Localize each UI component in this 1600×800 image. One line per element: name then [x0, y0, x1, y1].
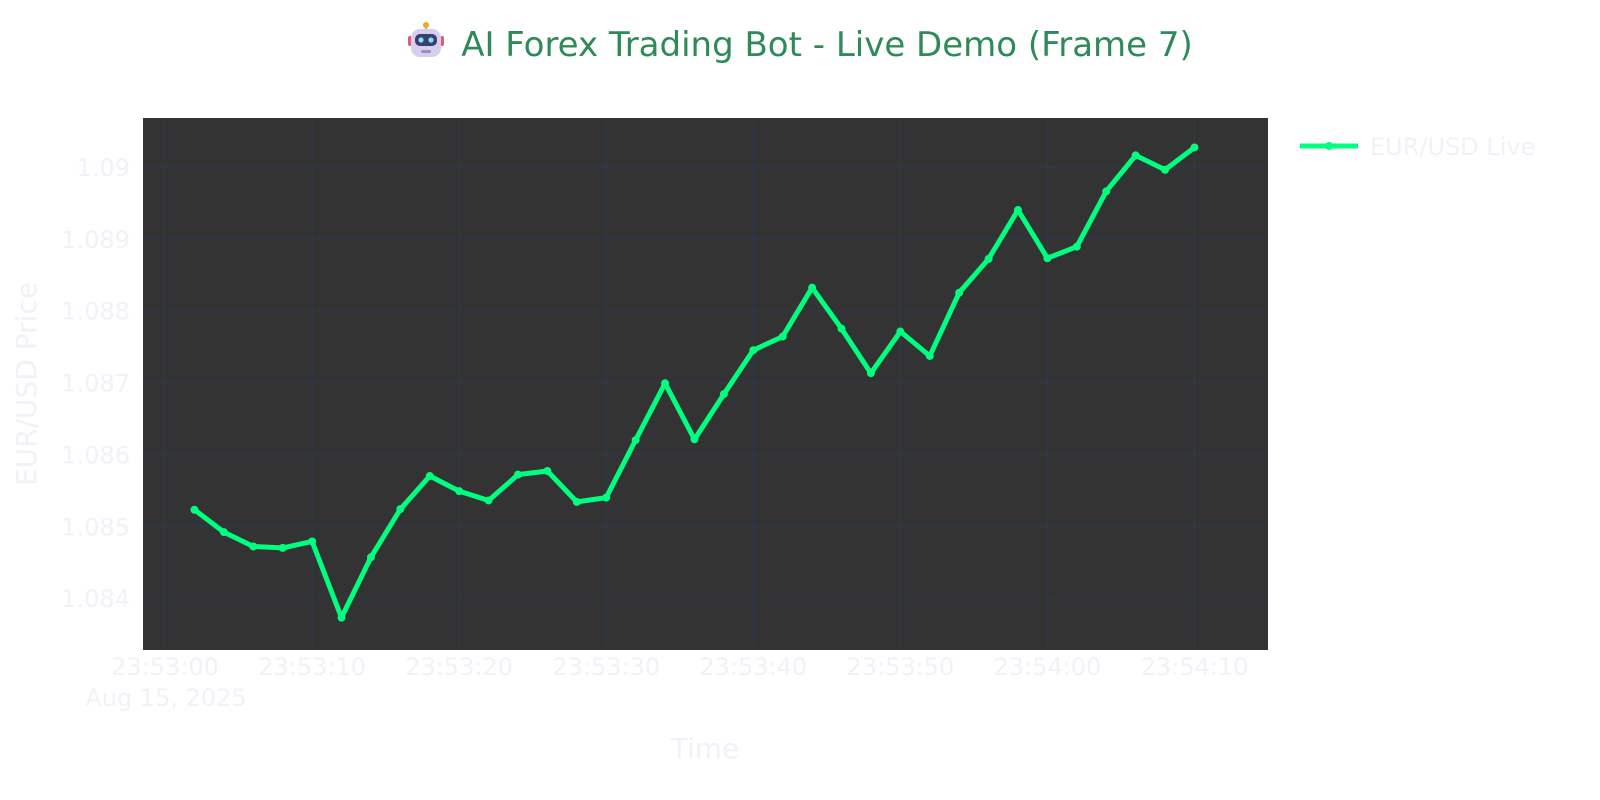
data-point[interactable] — [661, 379, 670, 388]
y-tick-label: 1.09 — [77, 154, 130, 182]
x-axis-date-label: Aug 15, 2025 — [85, 684, 246, 712]
data-point[interactable] — [249, 542, 258, 551]
data-point[interactable] — [366, 553, 375, 562]
data-point[interactable] — [1072, 242, 1081, 251]
y-tick-label: 1.086 — [61, 441, 130, 469]
x-axis-ticks: 23:53:00 23:53:10 23:53:20 23:53:30 23:53:40… — [111, 653, 1248, 681]
data-point[interactable] — [337, 613, 346, 622]
data-point[interactable] — [719, 390, 728, 399]
data-point[interactable] — [808, 283, 817, 292]
data-point[interactable] — [631, 436, 640, 445]
data-point[interactable] — [543, 466, 552, 475]
data-point[interactable] — [278, 543, 287, 552]
y-axis-title: EUR/USD Price — [10, 282, 43, 486]
data-point[interactable] — [866, 369, 875, 378]
legend-marker — [1325, 142, 1333, 150]
data-point[interactable] — [1102, 187, 1111, 196]
data-point[interactable] — [219, 528, 228, 537]
x-tick-label: 23:54:10 — [1141, 653, 1249, 681]
x-tick-label: 23:53:30 — [552, 653, 660, 681]
y-tick-label: 1.088 — [61, 298, 130, 326]
y-tick-label: 1.084 — [61, 585, 130, 613]
data-point[interactable] — [455, 487, 464, 496]
data-point[interactable] — [955, 288, 964, 297]
x-axis-title: Time — [670, 732, 740, 765]
data-point[interactable] — [925, 351, 934, 360]
y-tick-label: 1.089 — [61, 226, 130, 254]
series-eur-usd-live — [190, 143, 1199, 622]
data-point[interactable] — [1043, 254, 1052, 263]
data-point[interactable] — [514, 470, 522, 479]
legend[interactable]: EUR/USD Live — [1300, 133, 1535, 161]
chart-title-text: AI Forex Trading Bot - Live Demo (Frame … — [461, 25, 1193, 65]
x-tick-label: 23:53:00 — [111, 653, 219, 681]
x-tick-label: 23:53:20 — [405, 653, 513, 681]
data-point[interactable] — [425, 472, 434, 481]
x-tick-label: 23:54:00 — [994, 653, 1102, 681]
y-tick-label: 1.087 — [61, 370, 130, 398]
data-point[interactable] — [837, 324, 846, 333]
x-tick-label: 23:53:40 — [699, 653, 807, 681]
y-axis-ticks: 1.084 1.085 1.086 1.087 1.088 1.089 1.09 — [61, 154, 130, 613]
data-point[interactable] — [1190, 143, 1199, 152]
plot-area — [143, 118, 1268, 650]
chart-title: AI Forex Trading Bot - Live Demo (Frame … — [0, 22, 1600, 69]
y-tick-label: 1.085 — [61, 513, 130, 541]
data-point[interactable] — [190, 505, 199, 514]
data-point[interactable] — [1161, 165, 1170, 174]
robot-icon — [407, 22, 445, 69]
data-point[interactable] — [1131, 151, 1140, 160]
x-tick-label: 23:53:10 — [258, 653, 366, 681]
data-point[interactable] — [602, 493, 611, 502]
data-point[interactable] — [396, 505, 405, 514]
data-point[interactable] — [484, 496, 493, 505]
data-point[interactable] — [749, 346, 758, 355]
data-point[interactable] — [690, 435, 699, 444]
data-point[interactable] — [778, 332, 787, 341]
data-point[interactable] — [1014, 206, 1022, 215]
data-point[interactable] — [896, 327, 905, 336]
data-point[interactable] — [572, 497, 581, 506]
data-point[interactable] — [984, 254, 993, 263]
x-tick-label: 23:53:50 — [846, 653, 954, 681]
legend-label: EUR/USD Live — [1370, 133, 1535, 161]
data-point[interactable] — [308, 537, 317, 546]
